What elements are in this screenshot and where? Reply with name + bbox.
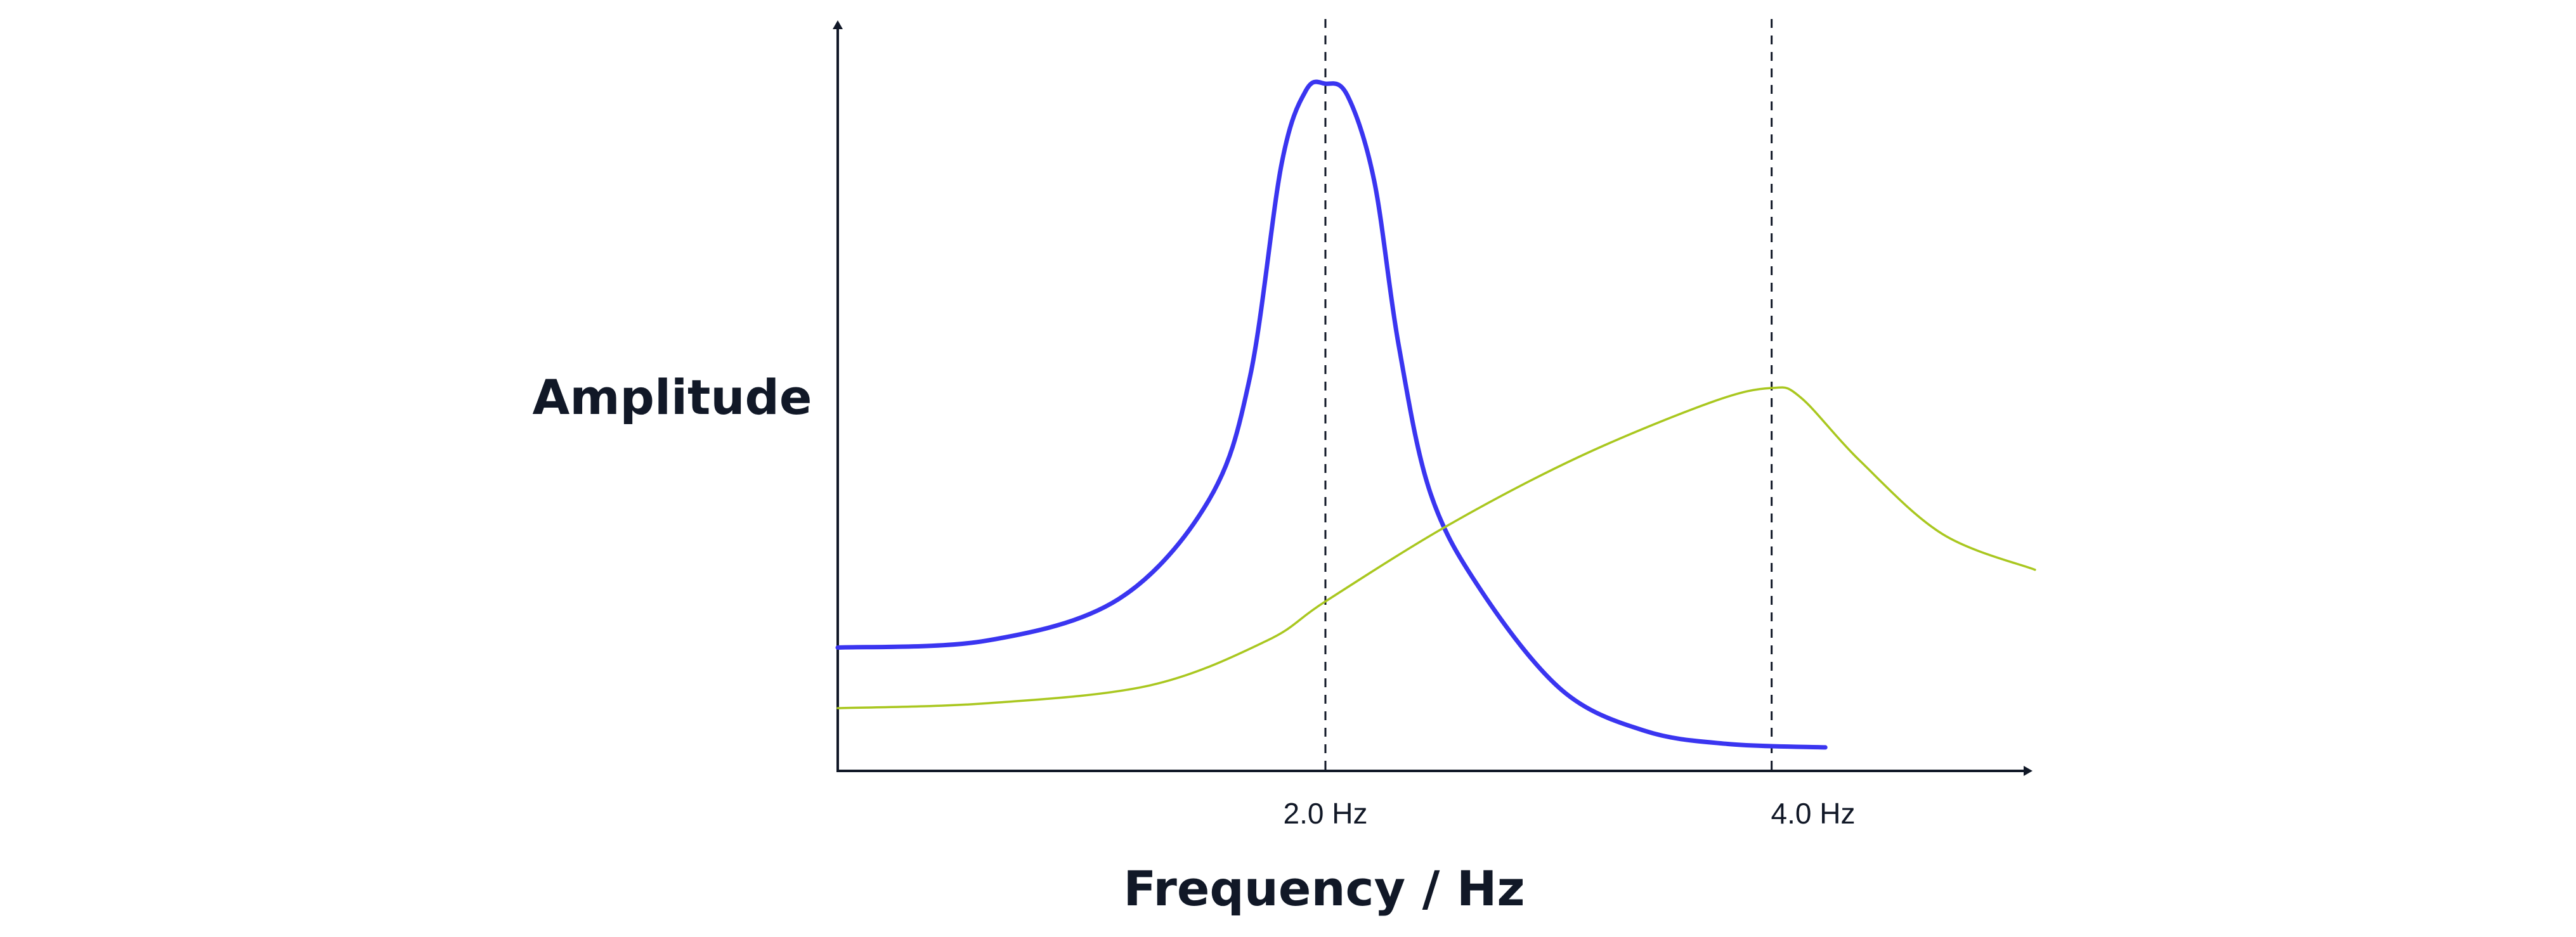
x-tick-label: 4.0 Hz: [1771, 797, 1856, 830]
x-axis-arrow: [2024, 766, 2033, 776]
y-axis-label: Amplitude: [533, 369, 812, 425]
y-axis-arrow: [833, 20, 843, 29]
x-tick-label: 2.0 Hz: [1284, 797, 1368, 830]
series-line-resonance-narrow: [835, 79, 1828, 750]
series-line-resonance-broad: [836, 386, 2036, 709]
x-axis-label: Frequency / Hz: [1123, 860, 1525, 917]
